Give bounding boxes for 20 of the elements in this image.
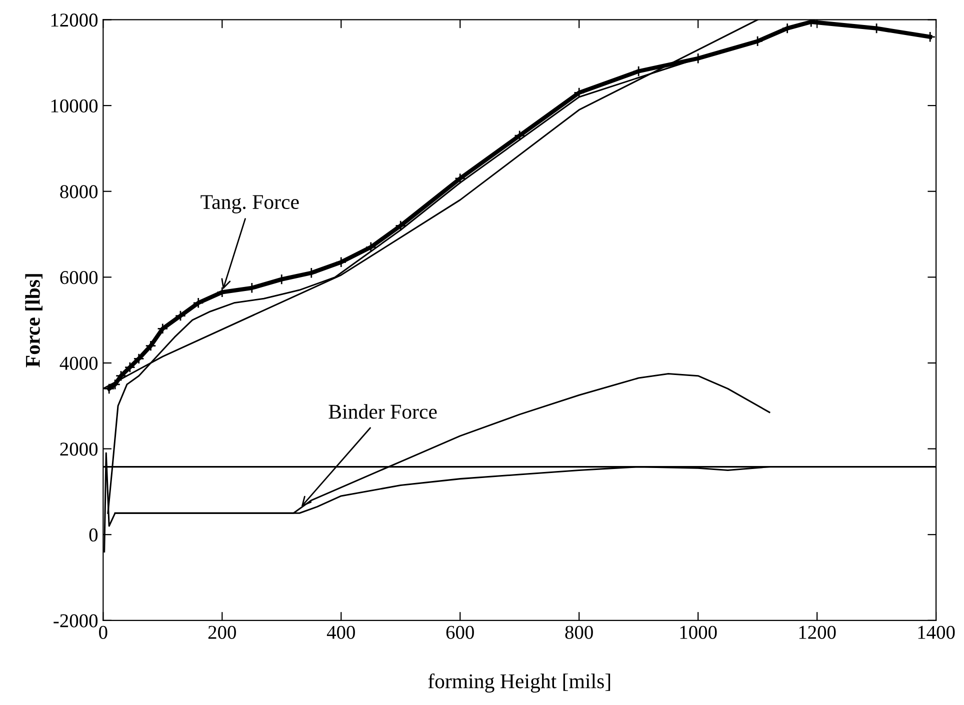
x-tick-label: 1400 xyxy=(918,626,955,639)
x-tick-label: 0 xyxy=(99,626,108,639)
y-axis-title: Force [lbs] xyxy=(25,274,42,368)
y-tick-label: 12000 xyxy=(51,14,98,27)
annotation: Binder Force xyxy=(328,404,437,419)
y-tick-label: 0 xyxy=(89,528,98,542)
y-tick-label: 6000 xyxy=(60,270,98,284)
x-tick-label: 200 xyxy=(208,626,236,639)
y-tick-label: 10000 xyxy=(51,99,98,112)
y-tick-label: -2000 xyxy=(54,614,98,628)
annotation: Tang. Force xyxy=(200,195,299,214)
x-tick-label: 800 xyxy=(565,626,593,639)
x-tick-label: 1200 xyxy=(799,626,836,639)
x-axis-title: forming Height [mils] xyxy=(428,673,610,693)
y-tick-label: 4000 xyxy=(60,356,98,370)
x-tick-label: 400 xyxy=(326,626,355,639)
x-tick-label: 1000 xyxy=(680,626,717,639)
x-tick-label: 600 xyxy=(446,626,474,639)
y-tick-label: 2000 xyxy=(60,442,98,456)
y-tick-label: 8000 xyxy=(60,185,98,198)
